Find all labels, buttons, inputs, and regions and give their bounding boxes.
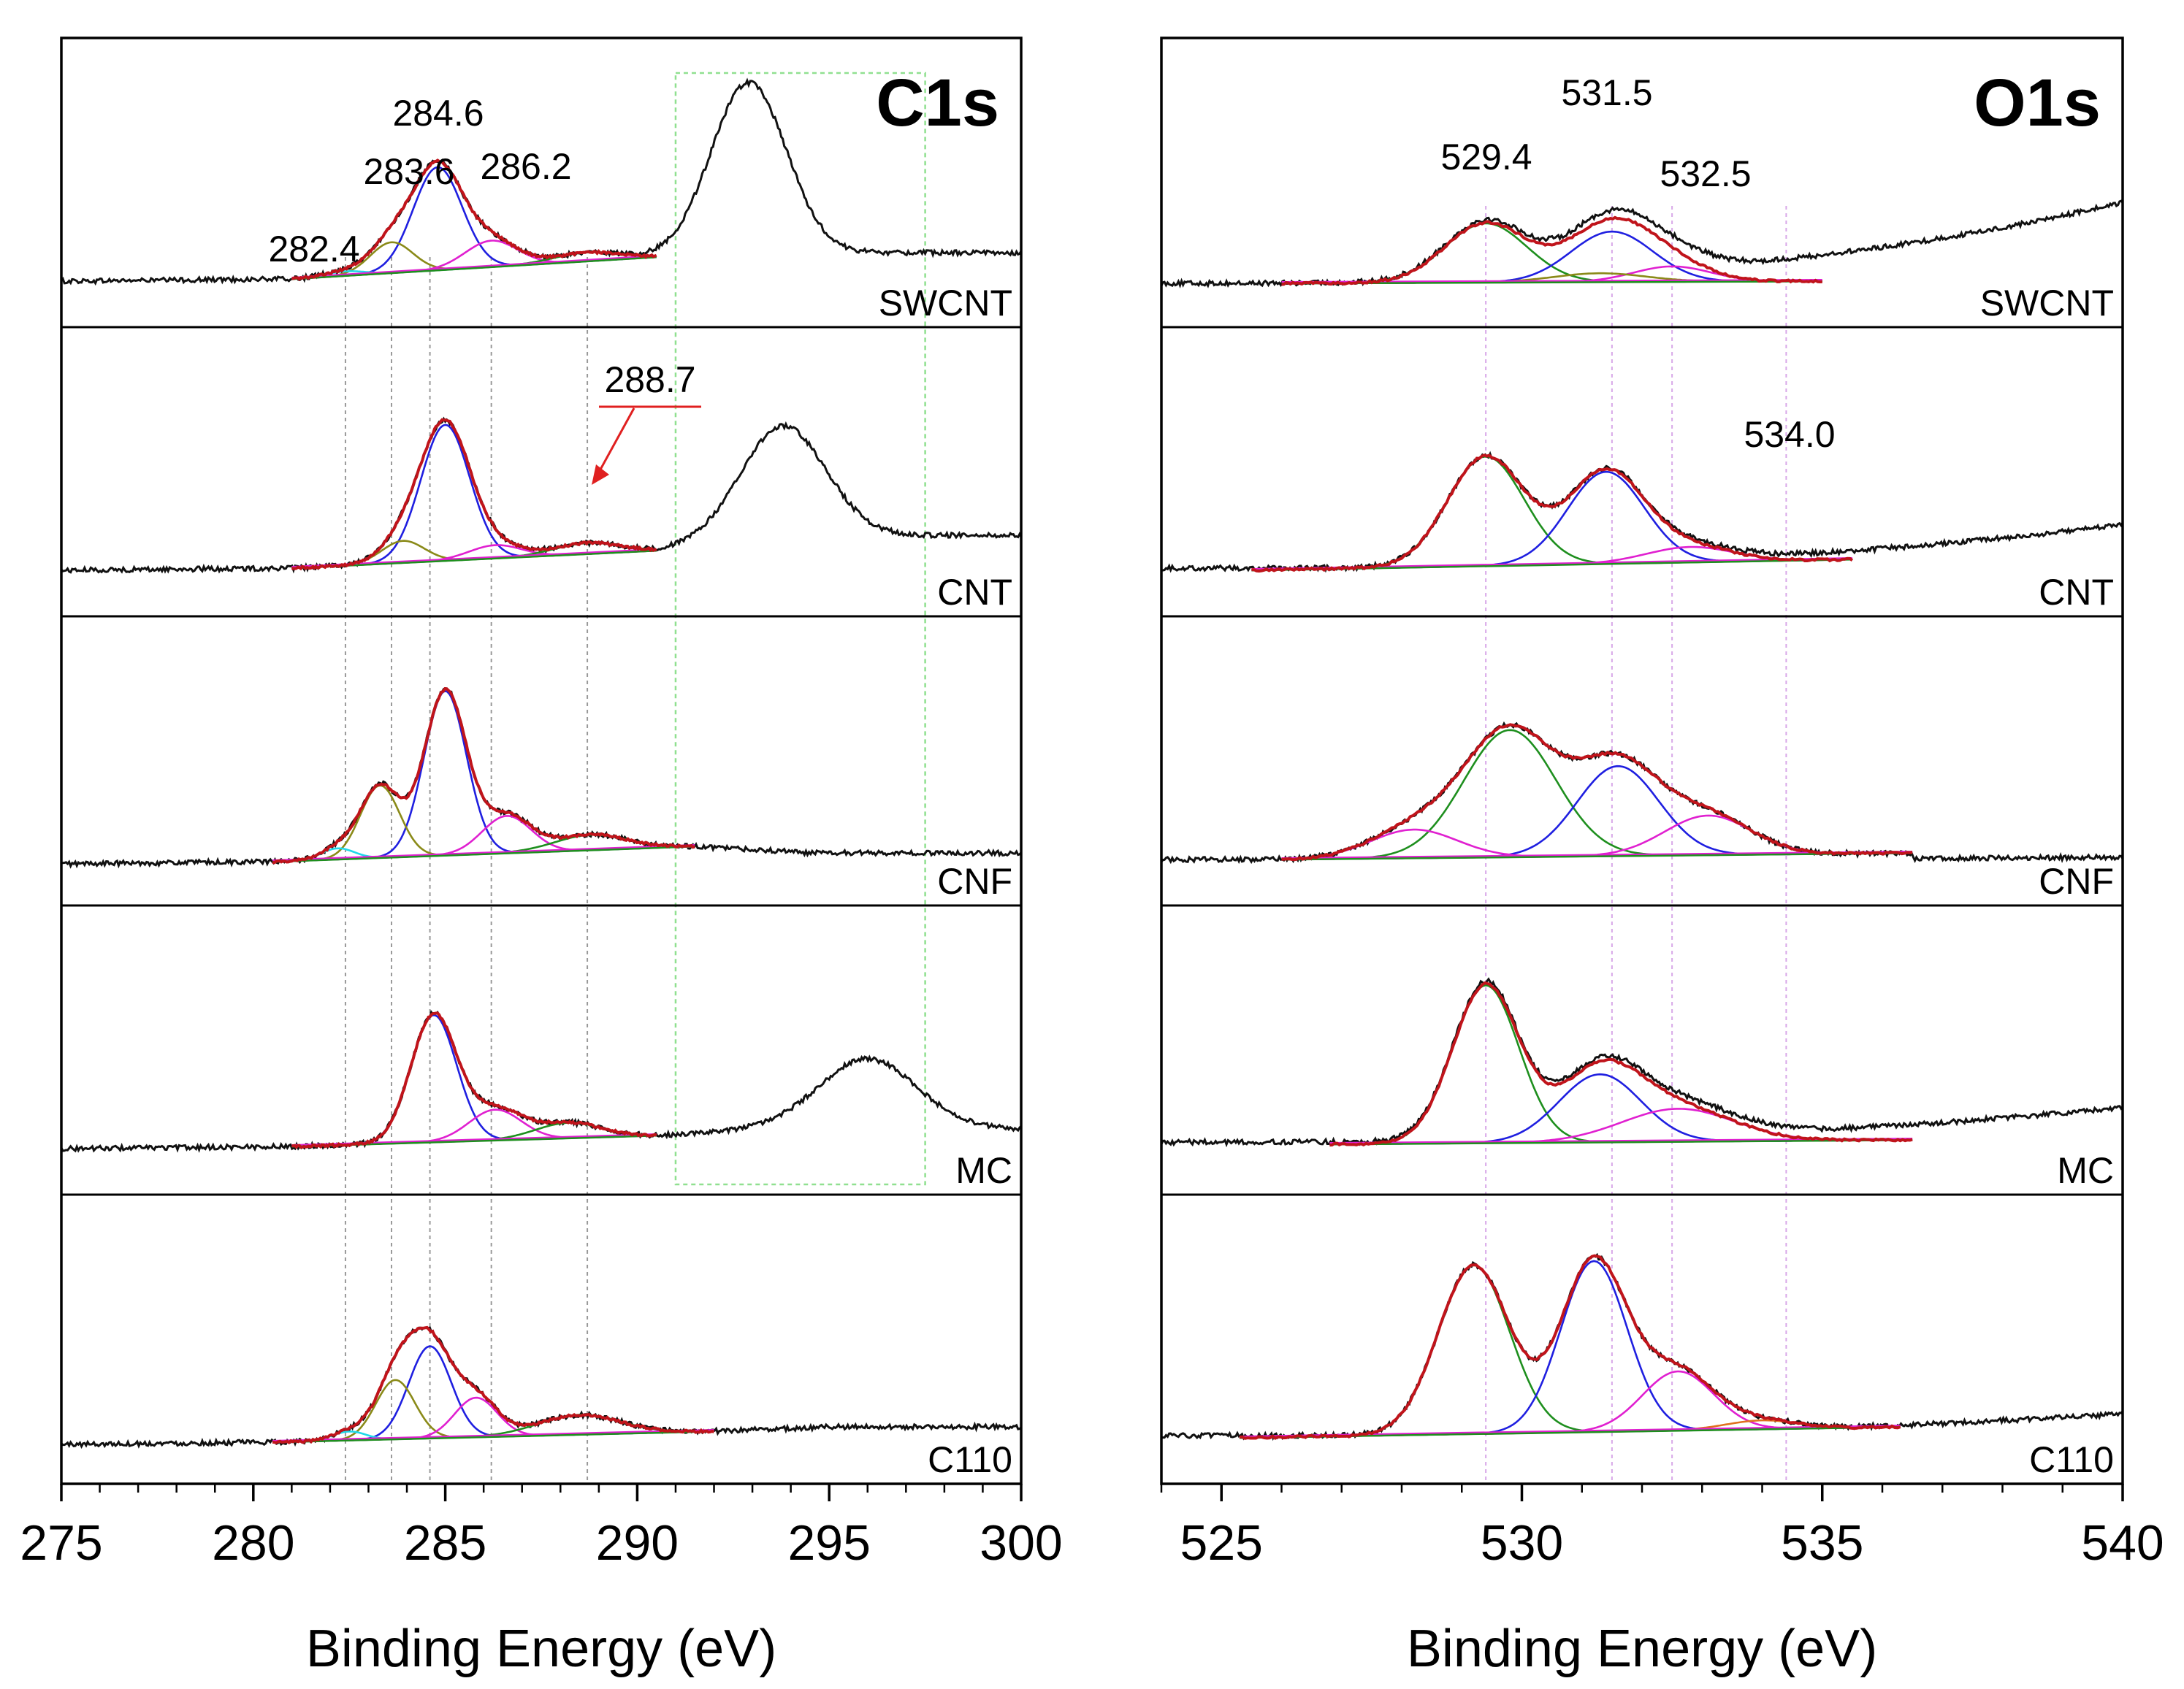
fit-envelope [291,158,657,282]
peak-label-529.4: 529.4 [1440,137,1532,177]
spectrum-o1s-mc [1160,977,2124,1148]
raw-spectrum-line [1161,1252,2124,1441]
raw-spectrum-line [61,1326,1022,1449]
peak-label-284.6: 284.6 [392,93,484,134]
peak-label-532.5: 532.5 [1660,153,1751,194]
fit-component-green-0 [1281,729,1913,861]
annotation-arrow [595,407,635,477]
x-tick-label: 295 [787,1515,870,1571]
fit-baseline [1281,851,1913,861]
sample-label: CNF [2039,861,2114,902]
peak-label-534.0: 534.0 [1744,414,1835,455]
chart-title: O1s [1974,66,2101,140]
sample-label: C110 [2029,1439,2114,1480]
x-axis-title: Binding Energy (eV) [1407,1620,1877,1678]
raw-spectrum-line [60,1009,1023,1153]
spectrum-c1s-swcnt [60,77,1023,286]
plot-frame [60,37,1023,1485]
fit-component-blue-1 [1281,230,1822,285]
fit-component-blue-0 [272,690,695,863]
spectrum-o1s-swcnt [1160,199,2124,289]
raw-spectrum-line [1161,451,2124,573]
x-axis-title: Binding Energy (eV) [306,1620,776,1678]
spectrum-c1s-cnf [61,687,1023,869]
fit-component-blue-0 [291,424,657,570]
spectrum-o1s-cnf [1160,721,2124,865]
fit-component-blue-1 [1239,1260,1901,1439]
fit-baseline [1329,1138,1913,1146]
sample-label: MC [955,1150,1012,1191]
sample-label: CNT [937,572,1012,613]
fit-baseline-2 [1239,1425,1901,1437]
chart-title: C1s [876,66,999,140]
fit-component-blue-1 [1281,765,1913,861]
fit-envelope [1251,453,1854,573]
sample-label: SWCNT [879,283,1012,323]
x-tick-label: 300 [980,1515,1062,1571]
sample-label: CNT [2039,572,2114,613]
fit-component-green-0 [1329,984,1913,1146]
fit-baseline-2 [272,844,695,861]
fit-envelope [272,1325,715,1445]
raw-spectrum-line [1160,721,2124,865]
x-tick-label: 530 [1481,1515,1563,1571]
fit-envelope [1239,1254,1901,1440]
fit-envelope [1329,981,1913,1147]
x-tick-label: 540 [2081,1515,2164,1571]
fit-envelope [1281,723,1913,862]
fit-baseline-2 [272,1429,714,1441]
fit-baseline [291,256,657,280]
sample-label: SWCNT [1980,283,2114,323]
x-tick-label: 285 [404,1515,486,1571]
raw-spectrum-line [61,687,1023,869]
peak-label-283.6: 283.6 [363,151,454,192]
fit-baseline-2 [291,255,657,278]
raw-spectrum-line [1160,977,2124,1148]
spectrum-c1s-mc [60,1009,1023,1153]
sample-label: CNF [937,861,1012,902]
fit-envelope [272,687,696,865]
peak-label-286.2: 286.2 [480,146,571,187]
spectrum-c1s-cnt [60,416,1023,574]
fit-component-green-0 [1251,455,1852,572]
sample-label: MC [2057,1150,2114,1191]
plot-frame [1160,37,2124,1485]
peak-label-531.5: 531.5 [1561,72,1652,113]
spectrum-o1s-c110 [1161,1252,2124,1441]
x-tick-label: 535 [1781,1515,1863,1571]
annotation-label: 288.7 [604,359,695,400]
x-tick-label: 525 [1180,1515,1263,1571]
fit-baseline [272,845,695,863]
fit-envelope [291,418,657,571]
fit-envelope [1281,215,1822,286]
x-tick-label: 275 [20,1515,102,1571]
x-tick-label: 280 [212,1515,294,1571]
fit-baseline-2 [1281,851,1913,859]
highlight-box [674,72,926,1186]
annotation-arrowhead [592,464,609,485]
fit-baseline-2 [291,1133,657,1146]
sample-label: C110 [928,1439,1012,1480]
spectrum-c1s-c110 [61,1325,1022,1449]
peak-label-282.4: 282.4 [268,229,359,269]
fit-envelope [291,1011,657,1149]
fit-component-blue-1 [1251,470,1852,572]
fit-component-blue-1 [1329,1073,1913,1146]
fit-baseline [272,1430,714,1444]
fit-baseline-2 [1251,557,1852,570]
fit-component-green-0 [1281,222,1822,285]
x-tick-label: 290 [596,1515,679,1571]
spectrum-o1s-cnt [1161,451,2124,573]
